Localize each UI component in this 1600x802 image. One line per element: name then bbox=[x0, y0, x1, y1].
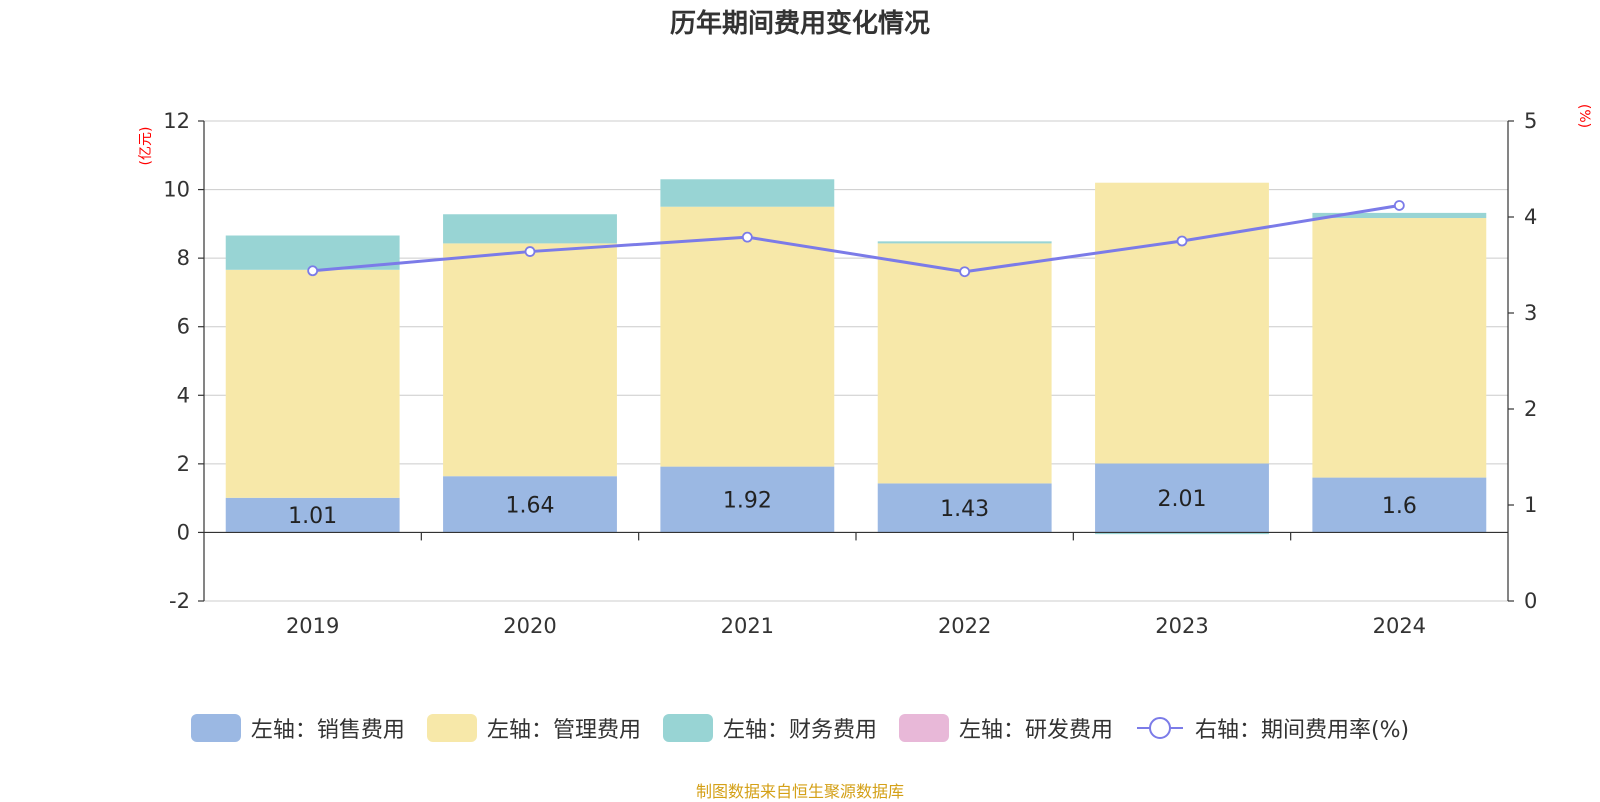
bar-segment bbox=[877, 241, 1052, 244]
right-tick-label: 5 bbox=[1524, 109, 1537, 133]
legend-item[interactable]: 左轴：管理费用 bbox=[426, 712, 641, 744]
rate-point bbox=[524, 246, 536, 257]
bar-segment bbox=[660, 466, 835, 533]
legend-swatch bbox=[898, 714, 949, 742]
bar-segment bbox=[1312, 212, 1487, 219]
legend-label: 左轴：研发费用 bbox=[958, 718, 1113, 743]
left-tick-label: -2 bbox=[169, 589, 190, 613]
right-axis-unit: (%) bbox=[1576, 104, 1592, 128]
left-tick-label: 2 bbox=[177, 452, 190, 476]
data-label: 1.64 bbox=[506, 493, 555, 518]
legend-label: 左轴：财务费用 bbox=[722, 718, 877, 743]
x-tick-label: 2021 bbox=[721, 614, 774, 638]
bar-segment bbox=[660, 206, 835, 467]
left-tick-label: 4 bbox=[177, 383, 190, 407]
legend-label: 左轴：管理费用 bbox=[486, 718, 641, 743]
x-tick-label: 2022 bbox=[938, 614, 991, 638]
x-tick-label: 2020 bbox=[503, 614, 556, 638]
x-tick-label: 2024 bbox=[1373, 614, 1426, 638]
rate-line bbox=[307, 200, 1405, 278]
legend-swatch bbox=[190, 714, 241, 742]
bar-segment bbox=[225, 269, 400, 498]
bars bbox=[225, 179, 1487, 535]
data-label: 2.01 bbox=[1158, 487, 1207, 512]
legend-item[interactable]: 左轴：财务费用 bbox=[662, 712, 877, 744]
legend-item[interactable]: 左轴：销售费用 bbox=[190, 712, 405, 744]
bar-segment bbox=[1312, 477, 1487, 533]
bar-segment bbox=[877, 243, 1052, 484]
legend-item[interactable]: 左轴：研发费用 bbox=[898, 712, 1113, 744]
right-tick-label: 0 bbox=[1524, 589, 1537, 613]
bar-segment bbox=[1095, 532, 1269, 535]
data-source: 制图数据来自恒生聚源数据库 bbox=[695, 782, 904, 801]
legend-swatch bbox=[662, 714, 713, 742]
x-tick-label: 2023 bbox=[1155, 614, 1208, 638]
left-tick-label: 8 bbox=[177, 246, 190, 270]
data-label: 1.6 bbox=[1382, 494, 1417, 519]
bar-segment bbox=[443, 476, 617, 533]
bar-segment bbox=[1095, 463, 1269, 533]
left-tick-label: 6 bbox=[177, 315, 190, 339]
rate-point bbox=[307, 265, 319, 277]
data-label: 1.43 bbox=[940, 497, 989, 522]
bar-segment bbox=[443, 214, 617, 244]
right-tick-label: 1 bbox=[1524, 493, 1537, 517]
right-tick-label: 2 bbox=[1524, 397, 1537, 421]
chart-title: 历年期间费用变化情况 bbox=[670, 8, 930, 39]
rate-point bbox=[1393, 200, 1405, 211]
data-label: 1.01 bbox=[288, 504, 337, 529]
bar-segment bbox=[225, 235, 400, 270]
left-axis-unit: (亿元) bbox=[138, 127, 154, 166]
bar-segment bbox=[1095, 182, 1269, 464]
rate-point bbox=[1176, 235, 1188, 247]
legend-label: 右轴：期间费用率(%) bbox=[1194, 718, 1410, 743]
legend-swatch bbox=[1136, 717, 1183, 739]
legend: 左轴：销售费用 左轴：管理费用 左轴：财务费用 左轴：研发费用 右轴：期间费用率(%) bbox=[0, 712, 1600, 744]
x-tick-label: 2019 bbox=[286, 614, 339, 638]
legend-swatch bbox=[426, 714, 477, 742]
bar-segment bbox=[660, 179, 835, 207]
left-tick-label: 0 bbox=[177, 520, 190, 544]
legend-item[interactable]: 右轴：期间费用率(%) bbox=[1135, 712, 1409, 744]
bar-segment bbox=[225, 497, 400, 533]
data-label: 1.92 bbox=[723, 489, 772, 514]
bar-segment bbox=[1312, 218, 1487, 478]
rate-line-path bbox=[312, 203, 1400, 274]
rate-point bbox=[959, 266, 971, 278]
bar-segment bbox=[877, 483, 1052, 533]
left-tick-label: 10 bbox=[163, 178, 190, 202]
legend-label: 左轴：销售费用 bbox=[250, 718, 405, 743]
bar-segment bbox=[443, 243, 617, 477]
data-labels: 1.01 1.64 1.92 1.43 2.01 1.6 bbox=[288, 487, 1417, 529]
rate-point bbox=[741, 231, 753, 243]
left-tick-label: 12 bbox=[163, 109, 190, 133]
right-tick-label: 3 bbox=[1524, 301, 1537, 325]
right-tick-label: 4 bbox=[1524, 205, 1537, 229]
